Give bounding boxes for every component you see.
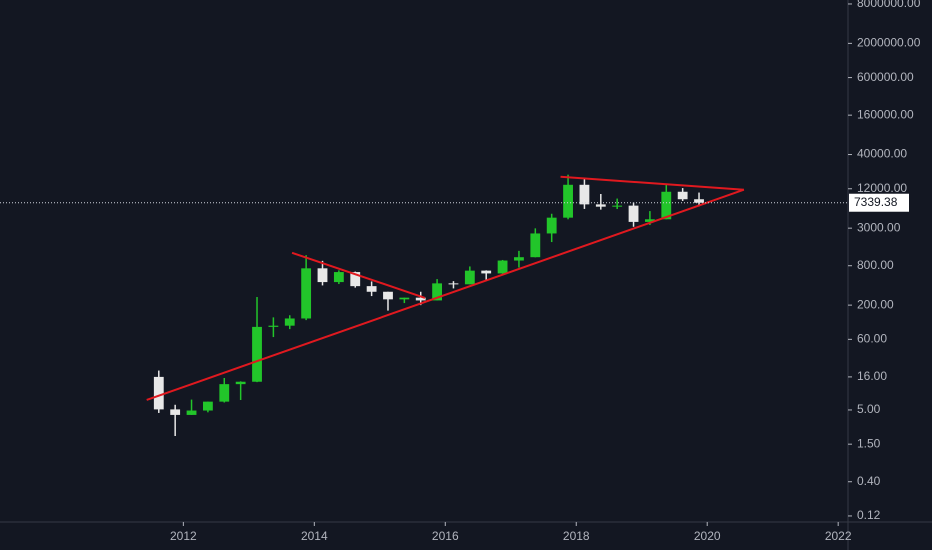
x-tick-label: 2018 <box>563 529 590 543</box>
candle-body <box>546 217 557 234</box>
candle-body <box>284 318 295 326</box>
y-tick-label: 12000.00 <box>857 181 907 195</box>
candle-body <box>333 272 344 283</box>
candle-body <box>170 409 181 415</box>
y-tick-label: 0.40 <box>857 474 881 488</box>
trendline <box>291 251 426 299</box>
candle-body <box>497 260 508 274</box>
candle-body <box>628 205 639 222</box>
last-price-box <box>849 193 909 212</box>
candle-body <box>235 381 246 385</box>
candle-body <box>514 257 524 261</box>
y-tick-label: 800.00 <box>857 258 894 272</box>
candle-body <box>252 326 262 382</box>
candle-body <box>530 233 541 258</box>
x-tick-label: 2020 <box>694 529 721 543</box>
y-tick-label: 3000.00 <box>857 220 901 234</box>
trendline <box>560 175 744 191</box>
candle-body <box>645 219 655 222</box>
x-tick-label: 2012 <box>170 529 197 543</box>
candle-body <box>661 191 672 220</box>
y-tick-label: 16.00 <box>857 369 887 383</box>
candle-body <box>694 199 704 203</box>
candle-body <box>677 191 688 200</box>
candle-body <box>612 205 623 207</box>
y-tick-label: 5.00 <box>857 402 881 416</box>
candle-body <box>268 325 279 327</box>
candle-body <box>579 184 590 205</box>
x-tick-label: 2016 <box>432 529 459 543</box>
candle-body <box>301 268 312 319</box>
candle-body <box>153 376 164 410</box>
candle-body <box>432 283 443 301</box>
candle-body <box>383 291 393 300</box>
y-tick-label: 200.00 <box>857 297 894 311</box>
candle-body <box>595 204 606 207</box>
y-tick-label: 40000.00 <box>857 147 907 161</box>
trendline <box>146 188 745 401</box>
last-price-label: 7339.38 <box>854 195 898 209</box>
candle-body <box>481 270 492 274</box>
candle-body <box>317 268 328 283</box>
y-tick-label: 60.00 <box>857 332 887 346</box>
candle-body <box>399 297 410 300</box>
y-tick-label: 1.50 <box>857 436 881 450</box>
candle-body <box>448 283 459 285</box>
y-tick-label: 160000.00 <box>857 107 914 121</box>
candle-body <box>219 384 230 402</box>
y-tick-label: 600000.00 <box>857 70 914 84</box>
candle-body <box>563 184 573 218</box>
x-tick-label: 2014 <box>301 529 328 543</box>
candle-body <box>366 286 377 292</box>
candle-body <box>415 297 426 301</box>
y-tick-label: 0.12 <box>857 508 881 522</box>
candle-body <box>464 270 475 285</box>
y-tick-label: 2000000.00 <box>857 36 921 50</box>
candle-body <box>202 401 213 411</box>
x-tick-label: 2022 <box>825 529 852 543</box>
y-tick-label: 8000000.00 <box>857 0 921 10</box>
candle-body <box>350 272 361 287</box>
candle-body <box>186 410 197 415</box>
